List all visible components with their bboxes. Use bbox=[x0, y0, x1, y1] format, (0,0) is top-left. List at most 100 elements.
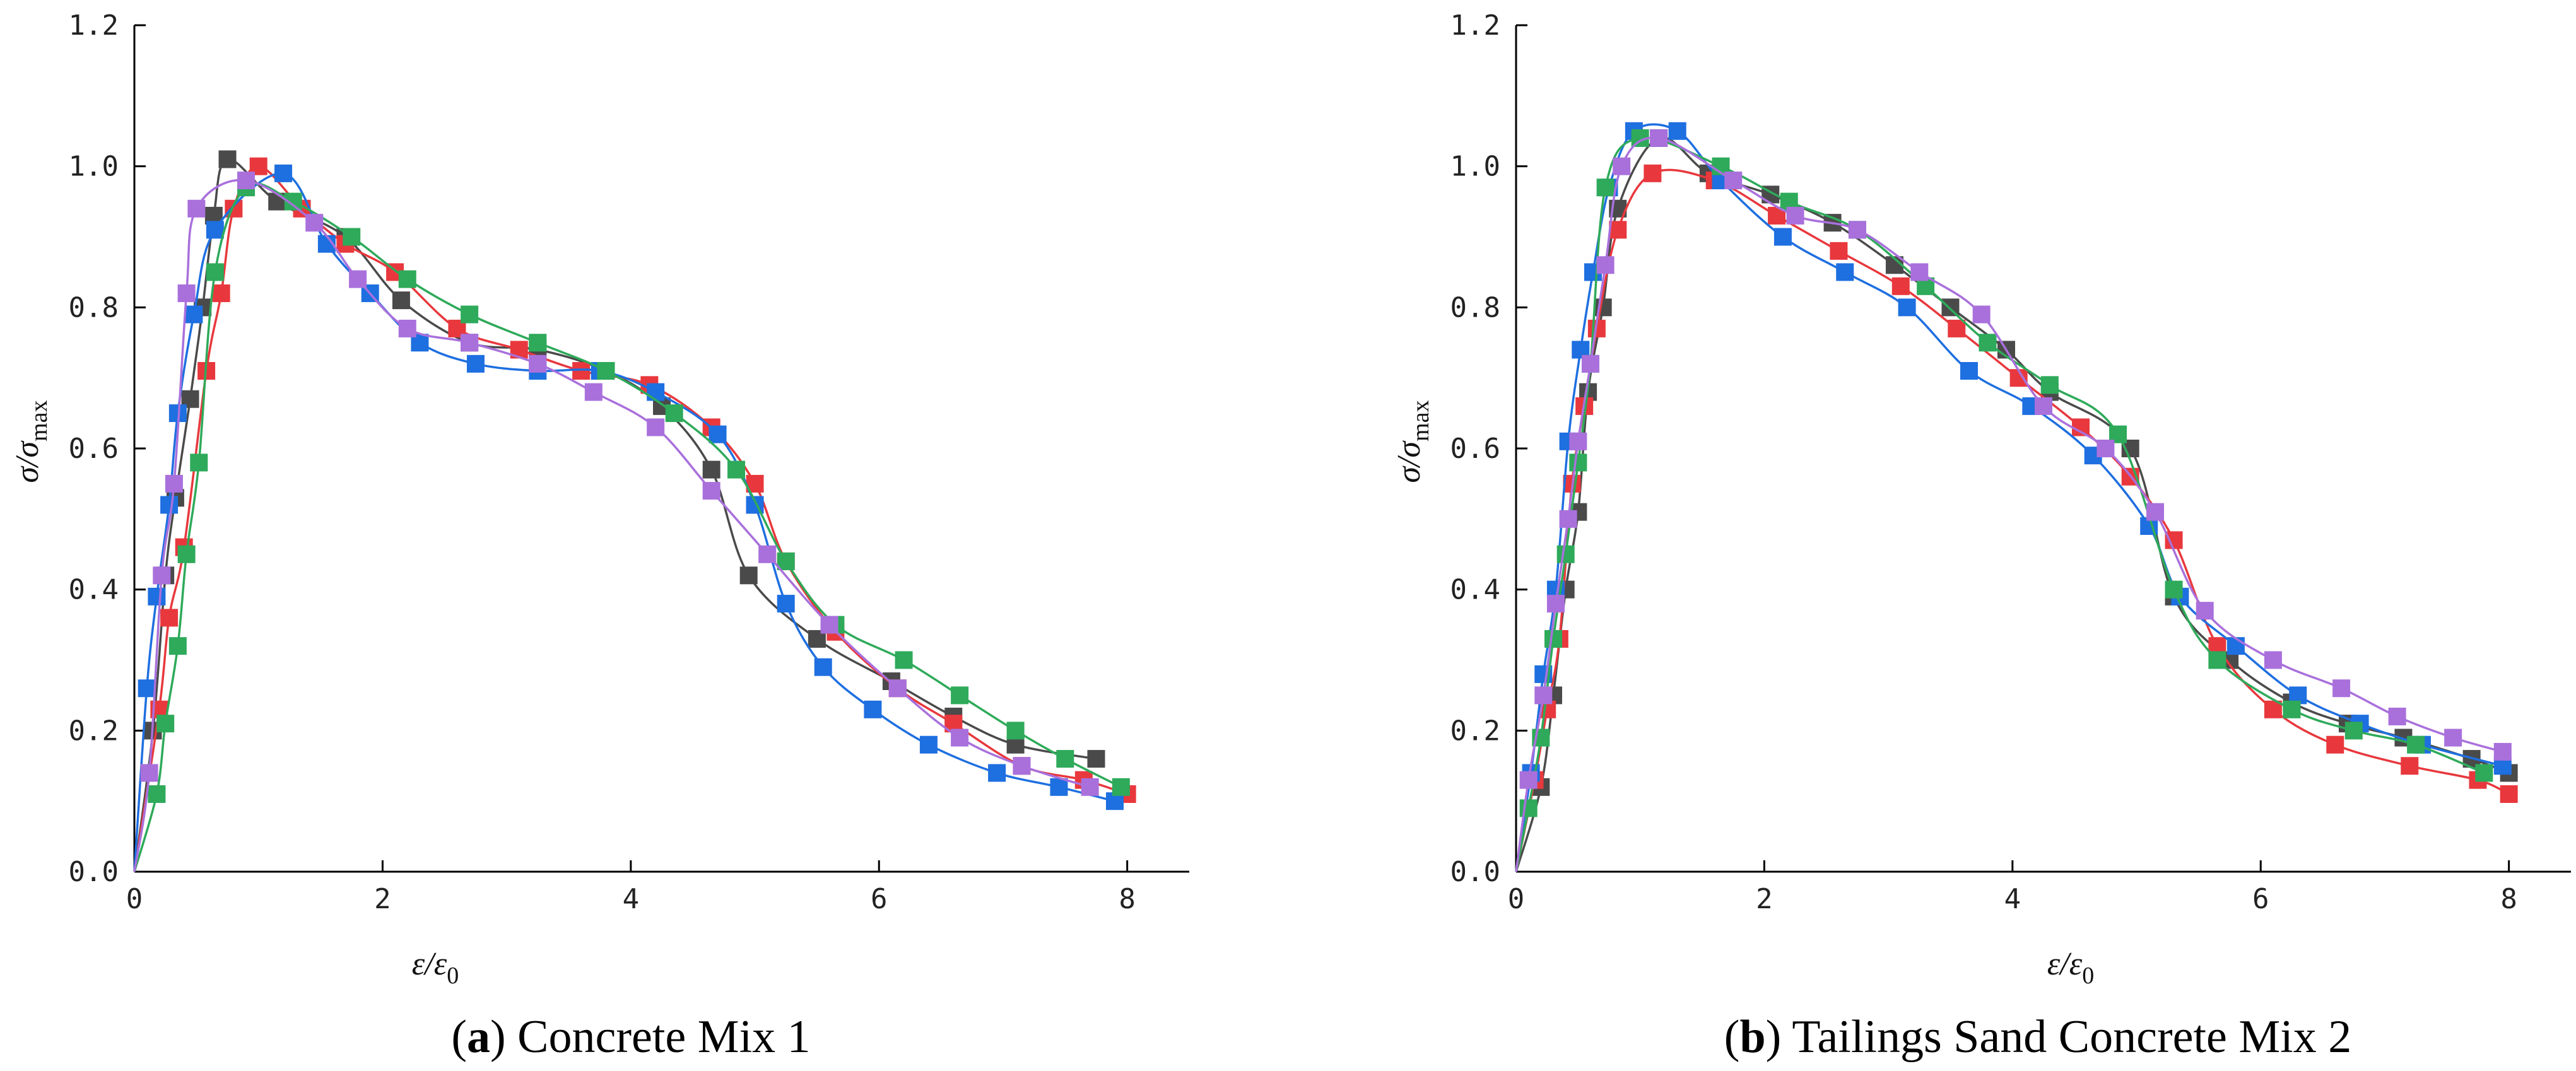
data-point bbox=[398, 319, 416, 337]
plot-area-a: 0.0 0.2 0.4 0.6 0.8 1.0 1.2 0 2 4 6 8 bbox=[69, 9, 1189, 915]
chart-panel-b: 0.0 0.2 0.4 0.6 0.8 1.0 1.2 0 2 4 6 8 ε/ε0 σ/σmax (… bbox=[1391, 9, 2571, 1063]
data-point bbox=[529, 354, 547, 373]
data-point bbox=[138, 679, 156, 698]
series-a-dark-grey bbox=[133, 150, 1105, 872]
data-point bbox=[2388, 707, 2406, 725]
data-point bbox=[814, 658, 832, 676]
caption-b: (b) Tailings Sand Concrete Mix 2 bbox=[1724, 1011, 2351, 1063]
data-point bbox=[647, 383, 665, 401]
data-point bbox=[392, 291, 410, 310]
data-point bbox=[1650, 129, 1668, 147]
data-point bbox=[148, 587, 166, 606]
data-point bbox=[2072, 418, 2090, 436]
caption-letter-a: a bbox=[467, 1011, 490, 1063]
data-point bbox=[1910, 263, 1929, 281]
data-point bbox=[349, 270, 367, 288]
data-point bbox=[1898, 298, 1916, 317]
series-b-red bbox=[1515, 164, 2518, 872]
series-line bbox=[133, 172, 1115, 872]
data-point bbox=[177, 284, 196, 302]
data-point bbox=[2444, 729, 2462, 747]
caption-a: (a) Concrete Mix 1 bbox=[451, 1011, 810, 1063]
data-point bbox=[888, 679, 907, 698]
data-point bbox=[739, 566, 758, 585]
data-point bbox=[2035, 397, 2052, 415]
data-point bbox=[153, 566, 171, 585]
data-point bbox=[160, 609, 179, 627]
data-point bbox=[1112, 778, 1130, 796]
data-point bbox=[864, 700, 882, 718]
data-point bbox=[156, 715, 175, 733]
data-point bbox=[777, 595, 795, 613]
data-point bbox=[305, 214, 324, 232]
data-point bbox=[1596, 256, 1614, 274]
data-point bbox=[168, 637, 187, 655]
data-point bbox=[1569, 432, 1587, 450]
data-point bbox=[2208, 651, 2226, 669]
data-point bbox=[206, 221, 224, 239]
data-point bbox=[225, 199, 243, 218]
series-line bbox=[1515, 136, 2503, 872]
data-point bbox=[1056, 750, 1074, 768]
data-point bbox=[1559, 510, 1577, 528]
caption-letter-b: b bbox=[1739, 1011, 1765, 1063]
data-point bbox=[343, 228, 361, 246]
data-point bbox=[2040, 376, 2059, 394]
data-point bbox=[951, 686, 969, 705]
data-point bbox=[2165, 531, 2183, 549]
data-point bbox=[702, 482, 720, 500]
data-point bbox=[709, 425, 727, 443]
data-point bbox=[237, 172, 256, 190]
y-tick-label-a: 0.0 bbox=[69, 856, 119, 888]
y-tick-label-b: 1.2 bbox=[1450, 9, 1500, 42]
data-point bbox=[702, 460, 720, 479]
data-point bbox=[2332, 679, 2351, 698]
data-point bbox=[212, 284, 230, 302]
series-b-blue bbox=[1515, 122, 2512, 872]
data-point bbox=[2097, 440, 2115, 457]
y-tick-label-a: 1.0 bbox=[69, 151, 119, 183]
y-tick-label-b: 1.0 bbox=[1450, 151, 1500, 183]
data-point bbox=[820, 616, 838, 634]
data-point bbox=[647, 418, 665, 436]
data-point bbox=[165, 474, 183, 493]
data-point bbox=[919, 735, 938, 754]
data-point bbox=[206, 263, 224, 281]
y-tick-label-a: 0.6 bbox=[69, 433, 119, 465]
data-point bbox=[988, 764, 1006, 782]
data-point bbox=[1569, 454, 1587, 472]
y-tick-label-a: 1.2 bbox=[69, 9, 119, 42]
data-point bbox=[187, 199, 206, 218]
data-point bbox=[2196, 602, 2214, 620]
x-tick-label-b: 8 bbox=[2500, 883, 2517, 915]
data-point bbox=[1972, 305, 1991, 324]
data-point bbox=[1596, 178, 1614, 197]
x-tick-label-a: 8 bbox=[1119, 883, 1136, 915]
series-line bbox=[1515, 136, 2485, 872]
series-b-dark-grey bbox=[1515, 129, 2518, 872]
series-a-red bbox=[133, 157, 1136, 872]
data-point bbox=[1786, 206, 1804, 225]
y-tick-label-a: 0.8 bbox=[69, 291, 119, 324]
data-point bbox=[758, 545, 777, 563]
series-a-purple bbox=[133, 172, 1099, 872]
data-point bbox=[1848, 221, 1866, 239]
data-point bbox=[1081, 778, 1099, 796]
data-point bbox=[461, 305, 479, 324]
data-point bbox=[895, 651, 913, 669]
x-tick-label-b: 4 bbox=[2004, 883, 2021, 915]
data-point bbox=[140, 764, 158, 782]
series-line bbox=[133, 178, 1091, 872]
y-tick-label-b: 0.8 bbox=[1450, 291, 1500, 324]
series-line bbox=[1515, 136, 2510, 872]
data-point bbox=[1546, 595, 1565, 613]
data-point bbox=[1594, 298, 1612, 317]
data-point bbox=[951, 729, 969, 747]
data-point bbox=[584, 383, 603, 401]
caption-text-a: Concrete Mix 1 bbox=[517, 1011, 810, 1063]
data-point bbox=[2344, 722, 2363, 740]
data-point bbox=[2146, 503, 2165, 521]
data-point bbox=[2326, 735, 2344, 754]
y-tick-label-b: 0.6 bbox=[1450, 433, 1500, 465]
